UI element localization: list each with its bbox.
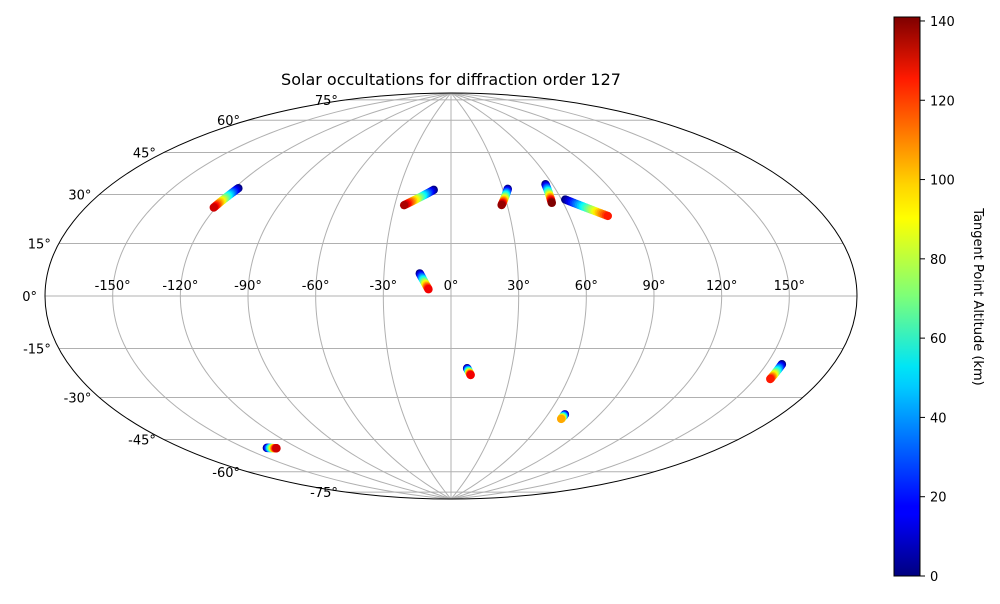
occultation-track — [462, 364, 475, 380]
gridline-lon — [315, 92, 452, 500]
colorbar-tick-label: 20 — [930, 491, 947, 506]
data-point — [272, 444, 281, 453]
occultation-track — [209, 183, 243, 212]
colorbar-tick-label: 140 — [930, 15, 955, 30]
data-point — [424, 285, 433, 294]
chart-title: Solar occultations for diffraction order… — [281, 70, 621, 89]
data-point — [556, 414, 566, 424]
occultation-track — [556, 410, 570, 424]
lon-tick-label: -90° — [234, 279, 262, 294]
lat-tick-label: 75° — [315, 94, 338, 109]
gridline-lon — [179, 92, 452, 500]
occultation-track — [766, 360, 787, 384]
lon-tick-label: 0° — [444, 279, 459, 294]
colorbar-tick-label: 40 — [930, 411, 947, 426]
occultation-track — [399, 185, 438, 210]
colorbar: Tangent Point Altitude (km) 0 20 40 60 80 100… — [893, 15, 985, 585]
lon-tick-label: 30° — [507, 279, 530, 294]
lat-tick-label: 0° — [22, 290, 37, 305]
lat-tick-label: 30° — [68, 189, 91, 204]
occultation-track — [541, 180, 556, 208]
gridline-lon — [450, 92, 587, 500]
lon-tick-label: 150° — [774, 279, 805, 294]
lon-tick-label: 60° — [575, 279, 598, 294]
lat-tick-label: -30° — [64, 392, 92, 407]
occultation-track — [415, 269, 433, 294]
colorbar-tick-label: 80 — [930, 253, 947, 268]
occultation-track — [262, 443, 281, 453]
gridline-lon — [450, 92, 520, 500]
plot-area: -150° -120° -90° -60° -30° 0° 30° 60° 90° 120° 150… — [22, 92, 858, 501]
data-point — [466, 370, 475, 380]
gridline-lon — [247, 92, 452, 500]
data-point — [603, 211, 612, 221]
lon-tick-label: 120° — [706, 279, 737, 294]
data-point — [209, 203, 218, 212]
lat-tick-label: -60° — [212, 466, 240, 481]
lat-tick-label: 60° — [217, 114, 240, 129]
data-point — [399, 200, 409, 210]
lon-tick-label: 90° — [642, 279, 665, 294]
data-point — [547, 198, 556, 208]
colorbar-tick-label: 0 — [930, 570, 938, 585]
lat-tick-label: 45° — [133, 146, 156, 161]
map-boundary — [44, 92, 858, 500]
colorbar-tick-label: 60 — [930, 332, 947, 347]
occultation-track — [561, 195, 612, 221]
lon-tick-label: -30° — [369, 279, 397, 294]
colorbar-label: Tangent Point Altitude (km) — [970, 207, 985, 385]
lat-tick-label: -75° — [310, 486, 338, 501]
lat-tick-label: -45° — [128, 434, 156, 449]
lon-tick-label: -150° — [95, 279, 131, 294]
gridline-lon — [450, 92, 790, 500]
gridline-lon — [450, 92, 655, 500]
data-point — [497, 200, 506, 210]
data-point — [766, 374, 775, 384]
colorbar-tick-label: 120 — [930, 94, 955, 109]
gridline-lon — [112, 92, 452, 500]
occultation-track — [497, 184, 512, 210]
colorbar-gradient — [893, 16, 921, 577]
lon-tick-label: -60° — [302, 279, 330, 294]
lat-tick-label: 15° — [28, 237, 51, 252]
colorbar-tick-label: 100 — [930, 174, 955, 189]
lon-tick-label: -120° — [162, 279, 198, 294]
gridline-lon — [450, 92, 723, 500]
lat-tick-label: -15° — [23, 343, 51, 358]
gridline-lon — [382, 92, 452, 500]
